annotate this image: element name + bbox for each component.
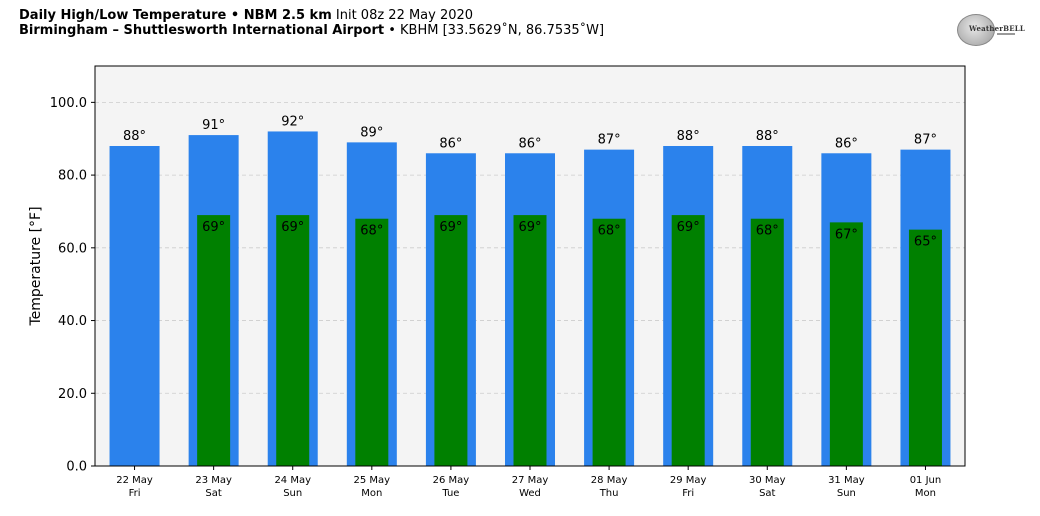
high-temp-label: 87° — [598, 133, 621, 148]
x-tick-date: 29 May — [670, 475, 707, 486]
title-line-1: Daily High/Low Temperature • NBM 2.5 km … — [19, 8, 604, 23]
x-tick-day: Mon — [361, 488, 382, 499]
high-temp-label: 92° — [281, 114, 304, 129]
station-coords: • KBHM [33.5629˚N, 86.7535˚W] — [384, 23, 605, 38]
x-tick-day: Sun — [837, 488, 856, 499]
low-temp-label: 69° — [202, 220, 225, 235]
plot-frame — [94, 65, 966, 467]
high-temp-label: 86° — [518, 136, 541, 151]
x-tick-date: 22 May — [116, 475, 153, 486]
high-temp-label: 88° — [756, 129, 779, 144]
low-temp-label: 67° — [835, 227, 858, 242]
low-temp-bar — [276, 215, 310, 466]
x-tick-day: Sat — [759, 488, 775, 499]
low-temp-label: 68° — [756, 224, 779, 239]
logo-text-weather: Weather — [969, 24, 1004, 33]
x-tick-day: Fri — [682, 488, 694, 499]
low-temp-label: 69° — [281, 220, 304, 235]
x-tick-day: Sat — [205, 488, 221, 499]
x-tick-date: 28 May — [591, 475, 628, 486]
x-tick-date: 27 May — [512, 475, 549, 486]
high-temp-label: 91° — [202, 118, 225, 133]
y-tick-label: 60.0 — [58, 241, 87, 256]
high-temp-label: 88° — [677, 129, 700, 144]
title-line-2: Birmingham – Shuttlesworth International… — [19, 23, 604, 38]
low-temp-bar — [434, 215, 468, 466]
low-temp-label: 69° — [439, 220, 462, 235]
low-temp-bar — [592, 218, 626, 466]
low-temp-bar — [671, 215, 705, 466]
logo-globe-icon — [957, 14, 995, 46]
logo-text-bell: BELL — [1003, 24, 1026, 33]
x-tick-date: 31 May — [828, 475, 865, 486]
high-temp-label: 89° — [360, 125, 383, 140]
x-tick-date: 23 May — [195, 475, 232, 486]
high-temp-label: 86° — [439, 136, 462, 151]
y-tick-label: 0.0 — [66, 460, 87, 475]
low-temp-label: 68° — [598, 224, 621, 239]
x-tick-date: 26 May — [433, 475, 470, 486]
y-tick-label: 20.0 — [58, 387, 87, 402]
x-tick-day: Sun — [283, 488, 302, 499]
y-tick-label: 80.0 — [58, 169, 87, 184]
low-temp-label: 69° — [677, 220, 700, 235]
x-tick-day: Wed — [519, 488, 541, 499]
low-temp-label: 69° — [518, 220, 541, 235]
high-temp-label: 86° — [835, 136, 858, 151]
low-temp-bar — [829, 222, 863, 466]
low-temp-bar — [908, 229, 942, 466]
x-tick-day: Fri — [129, 488, 141, 499]
x-tick-day: Thu — [599, 488, 619, 499]
logo-text: WeatherBELL — [969, 24, 1025, 33]
y-axis-label: Temperature [°F] — [28, 206, 44, 326]
logo-underline — [997, 33, 1015, 35]
y-tick-label: 40.0 — [58, 314, 87, 329]
high-temp-bar — [109, 146, 160, 466]
low-temp-bar — [355, 218, 389, 466]
x-tick-date: 24 May — [274, 475, 311, 486]
y-tick-label: 100.0 — [50, 96, 87, 111]
high-temp-label: 88° — [123, 129, 146, 144]
x-tick-date: 01 Jun — [910, 475, 942, 486]
init-time: Init 08z 22 May 2020 — [331, 8, 474, 23]
x-tick-day: Mon — [915, 488, 936, 499]
weatherbell-logo: WeatherBELL — [957, 12, 1025, 46]
high-temp-label: 87° — [914, 133, 937, 148]
low-temp-label: 68° — [360, 224, 383, 239]
station-name: Birmingham – Shuttlesworth International… — [19, 23, 385, 38]
low-temp-bar — [513, 215, 547, 466]
low-temp-label: 65° — [914, 235, 937, 250]
chart-header: Daily High/Low Temperature • NBM 2.5 km … — [19, 8, 604, 38]
low-temp-bar — [197, 215, 231, 466]
low-temp-bar — [750, 218, 784, 466]
x-tick-date: 25 May — [354, 475, 391, 486]
x-tick-date: 30 May — [749, 475, 786, 486]
chart-title: Daily High/Low Temperature • NBM 2.5 km — [19, 8, 332, 23]
x-tick-day: Tue — [441, 488, 459, 499]
